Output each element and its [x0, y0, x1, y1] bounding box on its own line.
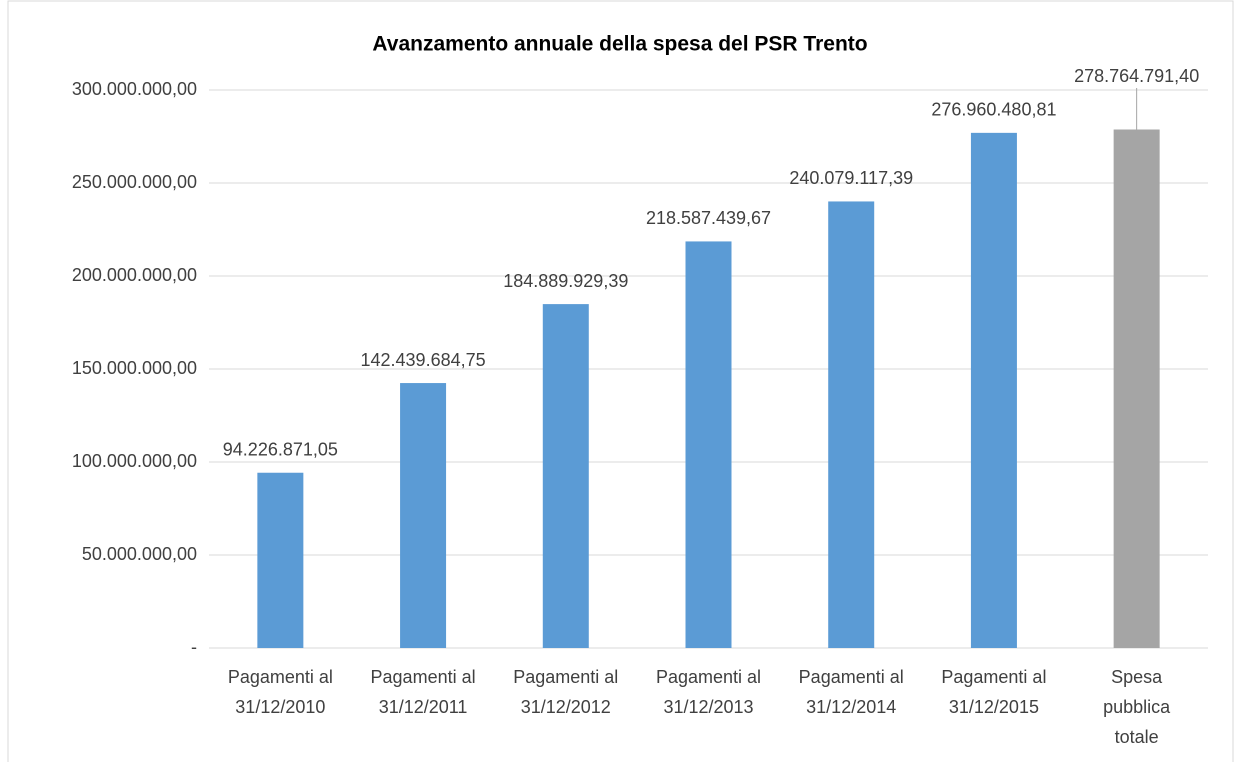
- data-label: 142.439.684,75: [361, 350, 486, 370]
- x-tick-label: 31/12/2013: [663, 697, 753, 717]
- x-tick-label: Pagamenti al: [513, 667, 618, 687]
- x-tick-label: Pagamenti al: [656, 667, 761, 687]
- x-tick-label: Pagamenti al: [228, 667, 333, 687]
- x-tick-label: 31/12/2011: [379, 697, 468, 717]
- y-tick-label: 50.000.000,00: [82, 544, 197, 564]
- x-tick-label: Pagamenti al: [371, 667, 476, 687]
- bar: [257, 472, 304, 648]
- bar: [400, 383, 447, 648]
- x-tick-label: 31/12/2010: [235, 697, 325, 717]
- y-tick-label: 150.000.000,00: [72, 358, 197, 378]
- bar: [970, 132, 1017, 648]
- chart-frame: [7, 0, 1234, 762]
- bar: [685, 241, 732, 648]
- data-label: 94.226.871,05: [223, 439, 338, 459]
- x-tick-label: pubblica: [1103, 697, 1171, 717]
- x-tick-label: Spesa: [1111, 667, 1163, 687]
- y-tick-label: 200.000.000,00: [72, 265, 197, 285]
- y-tick-label: -: [191, 637, 197, 657]
- data-label: 184.889.929,39: [503, 271, 628, 291]
- x-tick-label: totale: [1115, 727, 1159, 747]
- y-tick-label: 300.000.000,00: [72, 79, 197, 99]
- data-label: 218.587.439,67: [646, 208, 771, 228]
- chart-title: Avanzamento annuale della spesa del PSR …: [372, 33, 867, 56]
- x-tick-label: 31/12/2014: [806, 697, 896, 717]
- bar: [542, 304, 589, 648]
- data-label: 240.079.117,39: [789, 168, 913, 188]
- bar: [1113, 129, 1160, 648]
- x-tick-label: 31/12/2012: [521, 697, 611, 717]
- y-tick-label: 100.000.000,00: [72, 451, 197, 471]
- y-tick-label: 250.000.000,00: [72, 172, 197, 192]
- data-label: 276.960.480,81: [931, 100, 1056, 120]
- bar: [828, 201, 875, 649]
- data-label: 278.764.791,40: [1074, 66, 1199, 86]
- x-tick-label: Pagamenti al: [799, 667, 904, 687]
- x-tick-label: Pagamenti al: [941, 667, 1046, 687]
- x-tick-label: 31/12/2015: [949, 697, 1039, 717]
